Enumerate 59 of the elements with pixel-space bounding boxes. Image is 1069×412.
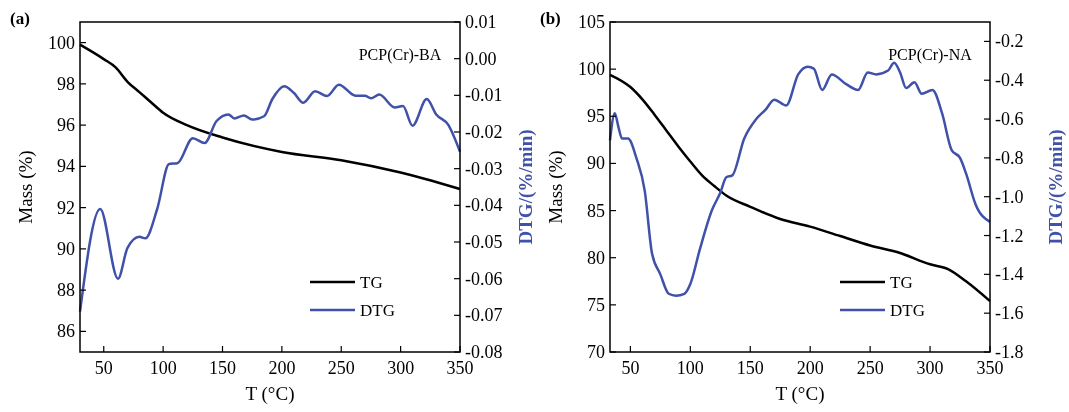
y-tick-label: 96 xyxy=(57,115,75,136)
x-tick-label: 50 xyxy=(94,358,113,378)
y2-tick-label: -0.2 xyxy=(995,31,1024,52)
x-axis-title: T (°C) xyxy=(245,383,295,405)
legend-label: TG xyxy=(890,273,913,292)
y2-tick-label: 0.00 xyxy=(465,48,497,69)
y2-tick-label: -0.06 xyxy=(465,268,503,289)
y-tick-label: 98 xyxy=(57,73,75,94)
y-tick-label: 92 xyxy=(57,197,75,218)
y2-tick-label: -1.4 xyxy=(995,264,1024,285)
y2-tick-label: -1.2 xyxy=(995,225,1024,246)
y2-tick-label: -1.6 xyxy=(995,303,1024,324)
x-axis-title: T (°C) xyxy=(775,383,825,405)
x-tick-label: 300 xyxy=(387,358,415,378)
x-tick-label: 250 xyxy=(327,358,355,378)
y2-tick-label: -0.6 xyxy=(995,109,1024,130)
y-tick-label: 100 xyxy=(578,59,605,80)
y-tick-label: 94 xyxy=(57,156,75,177)
annotation: PCP(Cr)-NA xyxy=(888,46,973,64)
x-tick-label: 100 xyxy=(149,358,177,378)
y2-tick-label: -0.02 xyxy=(465,122,503,142)
x-tick-label: 50 xyxy=(621,358,640,378)
y-tick-label: 105 xyxy=(578,12,605,32)
legend-label: TG xyxy=(360,273,383,292)
y-tick-label: 90 xyxy=(587,153,605,174)
y-tick-label: 75 xyxy=(587,294,605,315)
y-tick-label: 95 xyxy=(587,106,605,127)
y-axis-title: Mass (%) xyxy=(545,150,567,224)
legend-label: DTG xyxy=(890,301,925,320)
y2-tick-label: -0.07 xyxy=(465,305,503,326)
x-tick-label: 150 xyxy=(736,358,764,378)
chart-title: (a) xyxy=(10,9,30,28)
y-tick-label: 90 xyxy=(57,238,75,259)
y-tick-label: 86 xyxy=(57,321,75,342)
y-tick-label: 70 xyxy=(587,342,605,362)
y2-tick-label: -0.03 xyxy=(465,158,503,179)
x-tick-label: 100 xyxy=(676,358,704,378)
y-tick-label: 85 xyxy=(587,200,605,221)
y-tick-label: 100 xyxy=(48,32,75,53)
x-tick-label: 200 xyxy=(796,358,824,378)
chart-title: (b) xyxy=(540,9,561,28)
y2-axis-title: DTG/(%/min) xyxy=(1045,129,1067,245)
x-tick-label: 200 xyxy=(268,358,296,378)
y2-axis-title: DTG/(%/min) xyxy=(515,129,537,245)
y2-tick-label: 0.01 xyxy=(465,12,497,32)
legend-label: DTG xyxy=(360,301,395,320)
x-tick-label: 300 xyxy=(916,358,944,378)
y2-tick-label: -0.01 xyxy=(465,85,503,106)
x-tick-label: 150 xyxy=(209,358,236,378)
x-tick-label: 250 xyxy=(856,358,884,378)
y2-tick-label: -0.4 xyxy=(995,70,1024,91)
y-tick-label: 80 xyxy=(587,247,605,268)
y2-tick-label: -1.0 xyxy=(995,186,1024,207)
y-axis-title: Mass (%) xyxy=(15,150,37,224)
annotation: PCP(Cr)-BA xyxy=(358,46,442,64)
y-tick-label: 88 xyxy=(57,280,75,301)
y2-tick-label: -0.04 xyxy=(465,195,503,216)
y2-tick-label: -0.8 xyxy=(995,147,1024,168)
y2-tick-label: -0.05 xyxy=(465,232,503,252)
